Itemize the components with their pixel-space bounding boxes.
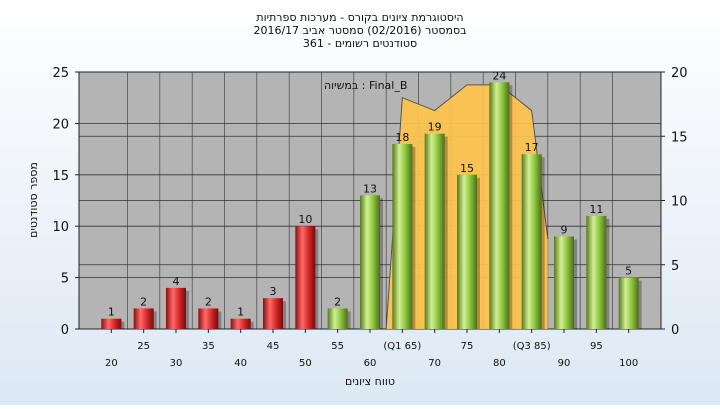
x-tick-label: 25 — [137, 341, 150, 352]
bar — [457, 174, 477, 329]
bar-value-label: 17 — [525, 141, 539, 154]
bar — [424, 133, 445, 329]
bar-value-label: 10 — [298, 213, 312, 226]
tick-layer: 051015202505101520202530354045505560(Q1 … — [52, 66, 687, 369]
bar — [489, 82, 510, 329]
bar — [166, 287, 186, 329]
y-tick-label: 15 — [52, 169, 69, 184]
y-tick-label: 10 — [52, 220, 69, 235]
bar-value-label: 11 — [589, 203, 603, 216]
x-tick-label: 75 — [461, 341, 474, 352]
bar — [554, 236, 574, 329]
bar — [230, 318, 251, 329]
bar-value-label: 15 — [460, 162, 474, 175]
bar — [198, 308, 219, 329]
y2-tick-label: 0 — [671, 323, 679, 338]
bar-value-label: 4 — [173, 275, 180, 288]
bar-value-label: 9 — [561, 223, 568, 236]
y-tick-label: 25 — [52, 66, 69, 81]
title-line-2: בסמסטר (02/2016) סמסטר אביב 2016/17 — [253, 24, 466, 37]
x-tick-label: (Q1 65) — [383, 341, 421, 352]
y-axis-label: מספר סטודנטים — [27, 162, 40, 238]
bar — [392, 143, 413, 329]
chart-title: היסטוגרמת ציונים בקורס - מערכות ספרתיות … — [253, 11, 466, 50]
bar-value-label: 24 — [492, 69, 506, 82]
background-area-outline — [385, 84, 549, 330]
y2-tick-label: 20 — [671, 66, 688, 81]
bar-value-label: 2 — [140, 295, 147, 308]
bar-value-label: 19 — [428, 121, 442, 134]
x-tick-label: 20 — [105, 358, 118, 369]
chart-annotation: במשיוה : Final_B — [324, 79, 407, 92]
bar-value-label: 3 — [270, 285, 277, 298]
x-tick-label: 60 — [364, 358, 377, 369]
bar — [360, 195, 380, 329]
x-tick-label: 100 — [619, 358, 638, 369]
y-tick-label: 5 — [61, 272, 69, 287]
x-tick-label: 40 — [234, 358, 247, 369]
bar — [618, 277, 639, 329]
bar — [133, 308, 154, 329]
bar-value-label: 5 — [625, 265, 632, 278]
x-tick-label: 45 — [267, 341, 280, 352]
bar — [263, 298, 283, 329]
y2-tick-label: 5 — [671, 259, 679, 274]
bar — [521, 154, 542, 329]
bar-value-label: 2 — [334, 295, 341, 308]
title-line-1: היסטוגרמת ציונים בקורס - מערכות ספרתיות — [256, 11, 463, 24]
y-tick-label: 0 — [61, 323, 69, 338]
bar-value-label: 1 — [108, 306, 115, 319]
bar-value-label: 13 — [363, 182, 377, 195]
bar-value-label: 18 — [395, 131, 409, 144]
x-tick-label: 95 — [590, 341, 603, 352]
y2-tick-label: 10 — [671, 195, 688, 210]
title-line-3: סטודנטים רשומים - 361 — [303, 37, 417, 50]
x-tick-label: 35 — [202, 341, 215, 352]
y2-tick-label: 15 — [671, 130, 688, 145]
bar — [586, 215, 607, 329]
x-axis-label: טווח ציונים — [345, 375, 395, 388]
x-tick-label: 55 — [331, 341, 344, 352]
x-tick-label: 80 — [493, 358, 506, 369]
bar — [295, 226, 316, 329]
x-tick-label: (Q3 85) — [513, 341, 551, 352]
y-tick-label: 20 — [52, 117, 69, 132]
bar — [327, 308, 348, 329]
bar-value-label: 2 — [205, 295, 212, 308]
x-tick-label: 50 — [299, 358, 312, 369]
x-tick-label: 70 — [428, 358, 441, 369]
bar-value-label: 1 — [237, 306, 244, 319]
bar — [101, 318, 122, 329]
x-tick-label: 90 — [558, 358, 571, 369]
x-tick-label: 30 — [170, 358, 183, 369]
